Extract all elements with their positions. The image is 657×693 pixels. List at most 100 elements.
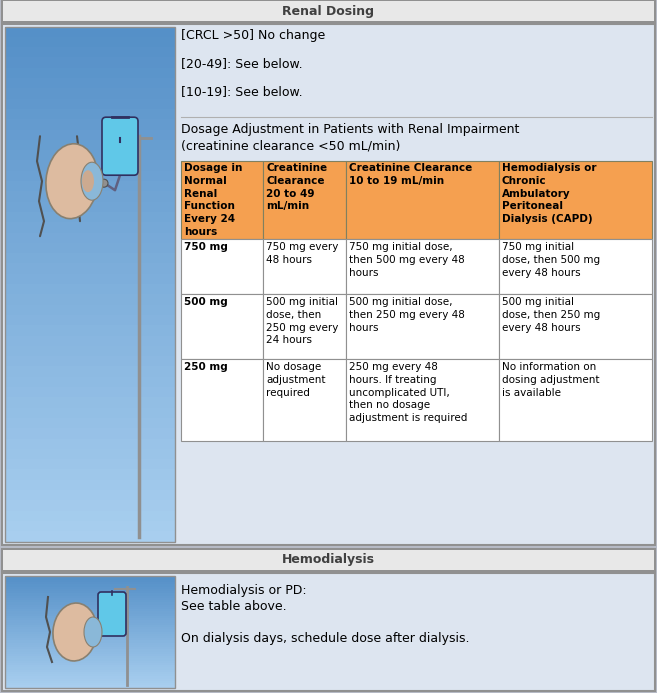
Bar bbox=[5, 315, 175, 326]
Bar bbox=[5, 618, 175, 621]
Bar bbox=[5, 604, 175, 607]
Bar bbox=[263, 294, 346, 359]
Bar bbox=[5, 589, 175, 592]
Text: 750 mg initial dose,
then 500 mg every 48
hours: 750 mg initial dose, then 500 mg every 4… bbox=[349, 242, 464, 278]
Bar bbox=[5, 642, 175, 645]
Bar bbox=[5, 616, 175, 619]
Bar bbox=[5, 636, 175, 639]
Bar bbox=[5, 669, 175, 672]
Bar bbox=[5, 243, 175, 254]
Text: Creatinine
Clearance
20 to 49
mL/min: Creatinine Clearance 20 to 49 mL/min bbox=[267, 163, 328, 211]
Bar bbox=[5, 335, 175, 346]
Text: 250 mg every 48
hours. If treating
uncomplicated UTI,
then no dosage
adjustment : 250 mg every 48 hours. If treating uncom… bbox=[349, 362, 467, 423]
Bar bbox=[5, 629, 175, 632]
Bar bbox=[181, 294, 263, 359]
Bar bbox=[499, 294, 652, 359]
Bar bbox=[5, 576, 175, 688]
Text: [CRCL >50] No change: [CRCL >50] No change bbox=[181, 29, 325, 42]
Bar bbox=[5, 140, 175, 150]
Text: 500 mg: 500 mg bbox=[184, 297, 228, 307]
Bar bbox=[5, 631, 175, 634]
Bar bbox=[5, 130, 175, 140]
Text: See table above.: See table above. bbox=[181, 600, 286, 613]
Bar bbox=[5, 191, 175, 202]
Bar bbox=[5, 613, 175, 616]
Bar bbox=[5, 274, 175, 285]
Bar bbox=[5, 377, 175, 387]
Bar bbox=[5, 532, 175, 542]
Bar bbox=[5, 181, 175, 192]
Bar bbox=[5, 578, 175, 581]
Bar bbox=[5, 26, 175, 37]
Bar bbox=[346, 239, 499, 294]
Bar bbox=[2, 0, 655, 22]
Bar bbox=[5, 480, 175, 491]
Bar bbox=[346, 294, 499, 359]
Bar bbox=[5, 580, 175, 583]
Bar bbox=[5, 593, 175, 596]
Bar bbox=[5, 678, 175, 681]
Bar bbox=[5, 600, 175, 603]
Text: Dosage in
Normal
Renal
Function
Every 24
hours: Dosage in Normal Renal Function Every 24… bbox=[184, 163, 242, 237]
Bar bbox=[2, 24, 655, 545]
Bar bbox=[5, 620, 175, 623]
Bar bbox=[5, 660, 175, 663]
Bar bbox=[5, 68, 175, 78]
Bar bbox=[5, 346, 175, 357]
Bar bbox=[2, 549, 655, 571]
Bar bbox=[5, 633, 175, 636]
Bar bbox=[5, 58, 175, 68]
Text: No dosage
adjustment
required: No dosage adjustment required bbox=[267, 362, 326, 398]
Bar bbox=[5, 611, 175, 614]
Bar bbox=[5, 627, 175, 630]
Bar bbox=[181, 359, 263, 441]
Text: Creatinine Clearance
10 to 19 mL/min: Creatinine Clearance 10 to 19 mL/min bbox=[349, 163, 472, 186]
Circle shape bbox=[100, 179, 108, 187]
Bar bbox=[2, 573, 655, 691]
Bar bbox=[346, 161, 499, 239]
Ellipse shape bbox=[84, 617, 102, 647]
Bar bbox=[5, 170, 175, 182]
Text: Renal Dosing: Renal Dosing bbox=[283, 4, 374, 17]
Bar bbox=[499, 239, 652, 294]
Bar bbox=[5, 575, 175, 578]
Text: Hemodialysis: Hemodialysis bbox=[282, 554, 375, 566]
Text: 250 mg: 250 mg bbox=[184, 362, 228, 372]
Bar bbox=[5, 584, 175, 587]
Bar bbox=[5, 459, 175, 470]
Bar bbox=[5, 469, 175, 480]
Bar bbox=[5, 305, 175, 315]
Bar bbox=[5, 674, 175, 677]
Bar bbox=[5, 596, 175, 598]
Bar bbox=[5, 407, 175, 419]
Bar bbox=[5, 325, 175, 336]
Bar bbox=[263, 359, 346, 441]
Bar bbox=[5, 98, 175, 109]
Bar bbox=[5, 654, 175, 657]
Bar bbox=[346, 359, 499, 441]
Bar bbox=[5, 284, 175, 295]
Bar bbox=[5, 27, 175, 542]
Bar bbox=[263, 239, 346, 294]
FancyBboxPatch shape bbox=[102, 117, 138, 175]
Bar bbox=[5, 295, 175, 305]
Ellipse shape bbox=[81, 162, 103, 200]
Bar bbox=[3, 1, 654, 21]
Text: 750 mg initial
dose, then 500 mg
every 48 hours: 750 mg initial dose, then 500 mg every 4… bbox=[502, 242, 600, 278]
Bar bbox=[5, 222, 175, 233]
Bar bbox=[5, 647, 175, 650]
Bar bbox=[5, 119, 175, 130]
Bar bbox=[5, 685, 175, 688]
Ellipse shape bbox=[82, 170, 94, 192]
Bar bbox=[5, 598, 175, 601]
Bar bbox=[5, 500, 175, 511]
Bar bbox=[5, 649, 175, 652]
Bar bbox=[5, 439, 175, 449]
Bar bbox=[5, 490, 175, 501]
Bar bbox=[5, 109, 175, 120]
Text: 500 mg initial
dose, then
250 mg every
24 hours: 500 mg initial dose, then 250 mg every 2… bbox=[267, 297, 339, 345]
Bar bbox=[5, 640, 175, 643]
Bar bbox=[5, 418, 175, 429]
Bar bbox=[5, 160, 175, 171]
Bar bbox=[5, 511, 175, 521]
